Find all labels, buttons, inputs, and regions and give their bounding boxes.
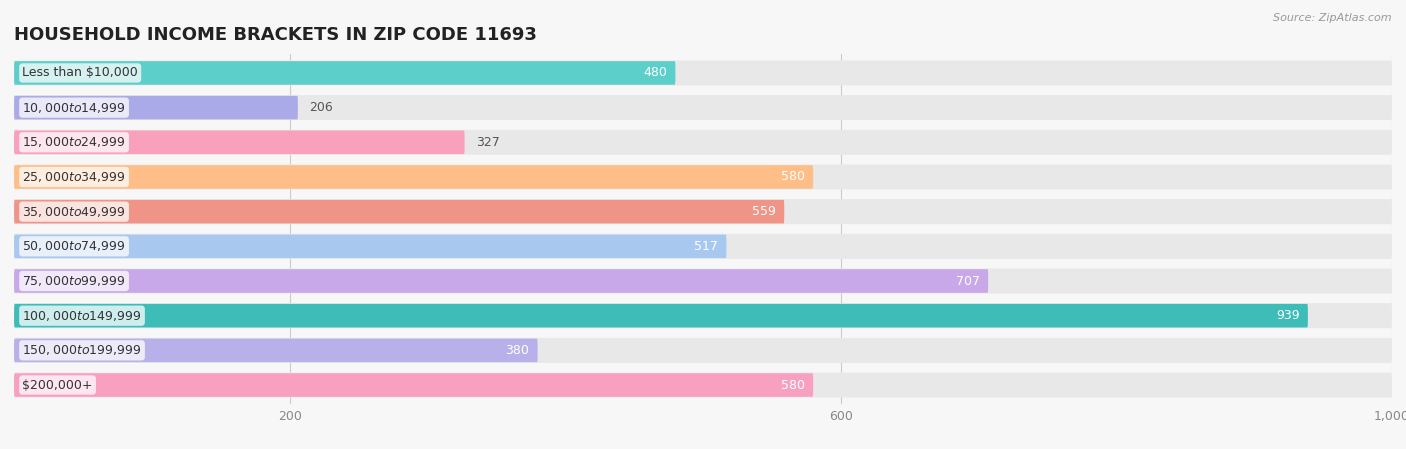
FancyBboxPatch shape [14,165,813,189]
FancyBboxPatch shape [14,373,813,397]
FancyBboxPatch shape [14,304,1308,327]
FancyBboxPatch shape [14,131,464,154]
Text: $15,000 to $24,999: $15,000 to $24,999 [22,135,125,150]
Text: $75,000 to $99,999: $75,000 to $99,999 [22,274,125,288]
FancyBboxPatch shape [14,269,1392,294]
Text: $100,000 to $149,999: $100,000 to $149,999 [22,308,142,323]
Text: $35,000 to $49,999: $35,000 to $49,999 [22,205,125,219]
Text: 380: 380 [506,344,530,357]
FancyBboxPatch shape [14,96,298,119]
Text: 327: 327 [475,136,499,149]
Text: 206: 206 [309,101,333,114]
Text: 580: 580 [780,379,806,392]
Text: $150,000 to $199,999: $150,000 to $199,999 [22,343,142,357]
Text: 707: 707 [956,274,980,287]
FancyBboxPatch shape [14,338,1392,363]
FancyBboxPatch shape [14,130,1392,155]
FancyBboxPatch shape [14,61,675,85]
Text: $50,000 to $74,999: $50,000 to $74,999 [22,239,125,253]
FancyBboxPatch shape [14,303,1392,328]
Text: 559: 559 [752,205,776,218]
Text: $25,000 to $34,999: $25,000 to $34,999 [22,170,125,184]
FancyBboxPatch shape [14,234,1392,259]
Text: $200,000+: $200,000+ [22,379,93,392]
FancyBboxPatch shape [14,234,727,258]
FancyBboxPatch shape [14,199,1392,224]
Text: 517: 517 [695,240,718,253]
Text: HOUSEHOLD INCOME BRACKETS IN ZIP CODE 11693: HOUSEHOLD INCOME BRACKETS IN ZIP CODE 11… [14,26,537,44]
FancyBboxPatch shape [14,200,785,224]
Text: Less than $10,000: Less than $10,000 [22,66,138,79]
Text: $10,000 to $14,999: $10,000 to $14,999 [22,101,125,114]
FancyBboxPatch shape [14,269,988,293]
FancyBboxPatch shape [14,95,1392,120]
FancyBboxPatch shape [14,61,1392,85]
FancyBboxPatch shape [14,339,537,362]
Text: 480: 480 [644,66,668,79]
Text: 580: 580 [780,171,806,184]
Text: Source: ZipAtlas.com: Source: ZipAtlas.com [1274,13,1392,23]
Text: 939: 939 [1277,309,1299,322]
FancyBboxPatch shape [14,373,1392,397]
FancyBboxPatch shape [14,164,1392,189]
